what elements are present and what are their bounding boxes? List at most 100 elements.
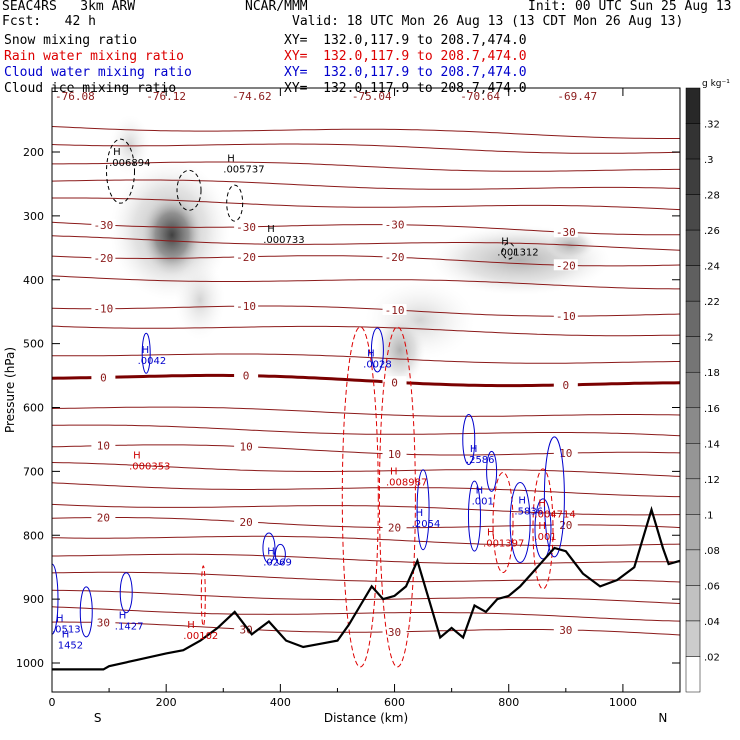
y-tick-label: 300: [23, 210, 44, 223]
maximum-h-marker: H: [538, 521, 546, 532]
colorbar-swatch: [685, 656, 701, 693]
field-xy-snow: XY= 132.0,117.9 to 208.7,474.0: [284, 33, 527, 48]
maximum-value-label: .000733: [263, 235, 304, 246]
colorbar-label: .02: [704, 652, 720, 663]
isotherm-line: [52, 517, 680, 529]
isotherm-label: -30: [556, 226, 576, 239]
colorbar-swatch: [685, 407, 701, 444]
terrain-line: [52, 505, 680, 671]
maximum-value-label: .004714: [534, 510, 575, 521]
maximum-value-label: .2586: [466, 455, 495, 466]
maximum-h-marker: H: [267, 546, 275, 557]
maximum-value-label: .001: [472, 497, 494, 508]
x-tick-label: 1000: [609, 696, 637, 709]
y-tick-label: 600: [23, 402, 44, 415]
cloud-water-contour: [462, 413, 476, 465]
maximum-value-label: .1427: [115, 621, 144, 632]
colorbar-swatch: [685, 87, 701, 124]
colorbar-swatch: [685, 158, 701, 195]
cloud-water-contour: [274, 543, 286, 565]
isotherm-label: 0: [243, 370, 250, 383]
colorbar-swatch: [685, 194, 701, 231]
maximum-h-marker: H: [416, 508, 424, 519]
maximum-value-label: .00102: [183, 631, 218, 642]
isotherm-label: 20: [239, 516, 252, 529]
isotherm-line: [52, 161, 680, 172]
maximum-h-marker: H: [470, 444, 478, 455]
isotherm-label: -20: [556, 259, 576, 272]
cloud-water-contour: [119, 572, 133, 614]
isotherm-line: [52, 462, 680, 477]
isotherm-line: [52, 482, 680, 498]
top-temperature-label: -74.62: [232, 90, 272, 103]
maximum-h-marker: H: [187, 620, 195, 631]
y-tick-label: 900: [23, 593, 44, 606]
y-tick-label: 1000: [16, 657, 44, 670]
cloud-water-contour: [543, 436, 565, 558]
colorbar-label: .24: [704, 262, 720, 273]
maximum-value-label: .008987: [386, 478, 427, 489]
isotherm-line: [52, 503, 680, 516]
field-xy-cloud-ice: XY= 132.0,117.9 to 208.7,474.0: [284, 81, 527, 96]
y-axis-label: Pressure (hPa): [3, 347, 17, 433]
isotherm-line: [52, 589, 680, 604]
colorbar-label: .26: [704, 226, 720, 237]
isotherm-line: [52, 179, 680, 190]
rain-contour: [532, 468, 554, 590]
field-label-snow: Snow mixing ratio: [4, 33, 138, 48]
isotherm-label: 30: [559, 624, 572, 637]
x-tick-label: 600: [384, 696, 405, 709]
y-tick-label: 400: [23, 274, 44, 287]
isotherm-label: -20: [236, 251, 256, 264]
x-tick-label: 0: [49, 696, 56, 709]
colorbar-label: .3: [704, 155, 714, 166]
forecast-hour: Fcst: 42 h: [2, 14, 96, 29]
maximum-h-marker: H: [119, 610, 127, 621]
maximum-h-marker: H: [62, 629, 70, 640]
isotherm-label: -20: [385, 251, 405, 264]
center-label: NCAR/MMM: [245, 0, 308, 14]
isotherm-line: [52, 197, 680, 211]
isotherm-line: [52, 235, 680, 251]
colorbar: .32 .3 .28 .26 .24 .22 .2 .18 .16 .14 .12 .1 .08 .06.…: [685, 79, 730, 693]
colorbar-swatch: [685, 549, 701, 586]
y-tick-label: 500: [23, 338, 44, 351]
isotherm-line: [52, 126, 680, 139]
top-temperature-label: -69.47: [557, 90, 597, 103]
temperature-isotherms: -30 -30 -30 -30 -20 -20 -20 -20 -10 -10 -10 -10 0 0 0 0…: [52, 90, 680, 639]
x-tick-label: 800: [498, 696, 519, 709]
maximum-h-marker: H: [267, 224, 275, 235]
maximum-h-marker: H: [501, 237, 509, 248]
isotherm-line: [52, 424, 680, 437]
colorbar-swatch: [685, 265, 701, 302]
maximum-value-label: .001312: [497, 248, 538, 259]
maximum-h-marker: H: [367, 348, 375, 359]
y-tick-label: 200: [23, 146, 44, 159]
top-temperature-label: -75.04: [352, 90, 392, 103]
cloud-water-contour: [416, 469, 430, 551]
isotherm-line: [52, 606, 680, 622]
maximum-h-marker: H: [142, 345, 150, 356]
y-tick-label: 700: [23, 465, 44, 478]
isotherm-line: [52, 535, 680, 547]
top-temperature-label: -76.08: [55, 90, 95, 103]
cloud-water-contour: [262, 532, 276, 564]
colorbar-label: .12: [704, 475, 720, 486]
cloud-water-contour: [141, 332, 151, 374]
colorbar-label: .1: [704, 510, 714, 521]
cloud-water-contour: [467, 480, 481, 552]
maximum-value-label: 1452: [58, 640, 83, 651]
isotherm-line: [52, 275, 680, 290]
maximum-value-label: .0513: [52, 624, 81, 635]
isotherm-label: 20: [97, 511, 110, 524]
rain-contour: [341, 326, 379, 668]
valid-time: Valid: 18 UTC Mon 26 Aug 13 (13 CDT Mon …: [292, 14, 684, 29]
colorbar-swatch: [685, 336, 701, 373]
model-title: SEAC4RS 3km ARW: [2, 0, 136, 14]
isotherm-label: 0: [391, 376, 398, 389]
isotherm-line: [52, 444, 680, 456]
maximum-h-marker: H: [390, 467, 398, 478]
isotherm-label: -30: [236, 221, 256, 234]
colorbar-swatch: [685, 229, 701, 266]
